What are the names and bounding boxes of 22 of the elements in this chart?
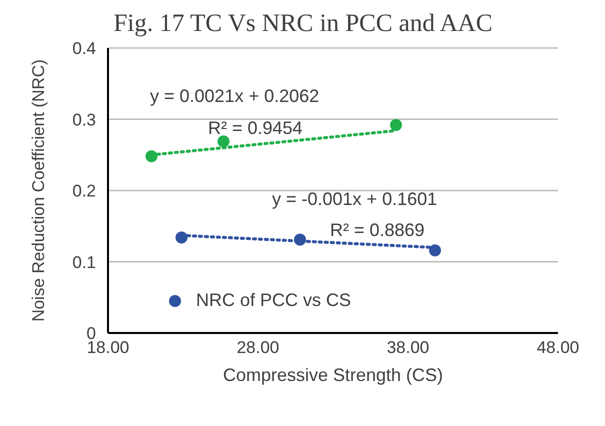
x-axis-title: Compressive Strength (CS) [222,365,444,385]
point [146,150,158,162]
point [429,244,441,256]
x-tick-label: 18.00 [86,338,130,358]
x-tick-label: 48.00 [536,338,580,358]
annotation: y = -0.001x + 0.1601 [272,189,438,210]
y-axis-title: Noise Reduction Coefficient (NRC) [29,59,48,322]
annotation: R² = 0.9454 [208,118,303,139]
point [218,135,230,148]
chart-title: Fig. 17 TC Vs NRC in PCC and AAC [112,10,494,38]
y-tick-label: 0.4 [72,39,96,58]
y-tick-label: 0.1 [72,252,96,272]
x-tick-label: 28.00 [236,338,280,358]
point [390,118,402,131]
annotation: y = 0.0021x + 0.2062 [150,86,320,107]
x-tick-label: 38.00 [386,338,430,358]
point [176,232,188,244]
point [294,234,306,246]
legend-label: NRC of PCC vs CS [196,290,352,311]
y-tick-label: 0.2 [72,182,96,200]
y-tick-label: 0.3 [72,110,96,130]
annotation: R² = 0.8869 [330,220,425,241]
